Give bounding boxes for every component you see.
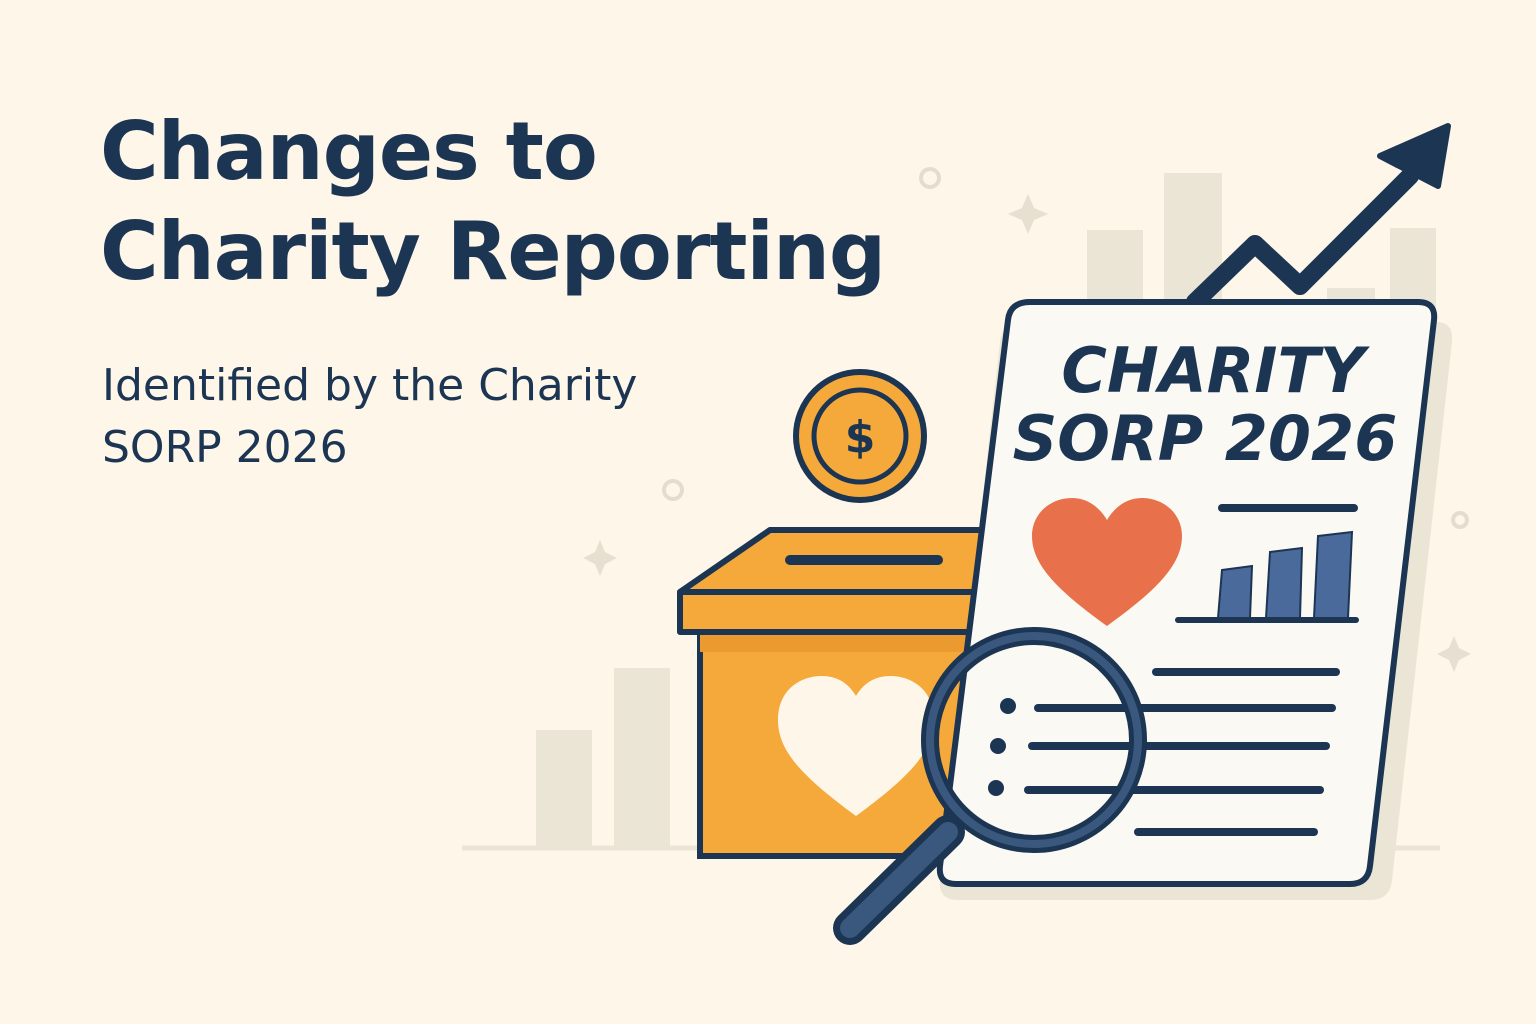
- coin-icon: $: [793, 369, 927, 503]
- bar-chart-icon: [1175, 530, 1359, 623]
- background-bar: [536, 730, 592, 848]
- background-bar: [614, 668, 670, 848]
- heart-icon: [1032, 498, 1182, 626]
- subtitle-line-1: Identified by the Charity: [102, 360, 638, 411]
- decor-circles: [662, 167, 1469, 529]
- report-document-icon: CHARITY SORP 2026: [936, 299, 1453, 900]
- heart-icon: [778, 676, 934, 816]
- headline-line-1: Changes to: [100, 105, 598, 198]
- headline: Changes to Charity Reporting: [100, 102, 886, 302]
- background-bars: [536, 173, 1436, 848]
- coin-symbol: $: [845, 412, 876, 463]
- bullet-points: [988, 698, 1016, 796]
- background-bar: [1390, 228, 1436, 310]
- trend-arrow-icon: [1186, 123, 1451, 311]
- document-title-line-2: SORP 2026: [1013, 402, 1398, 475]
- document-title-line-1: CHARITY: [1061, 334, 1370, 407]
- subtitle-line-2: SORP 2026: [102, 422, 348, 473]
- magnifying-glass-icon: [833, 627, 1147, 945]
- sparkle-icon: [583, 194, 1471, 672]
- headline-line-2: Charity Reporting: [100, 205, 886, 298]
- subtitle: Identified by the Charity SORP 2026: [102, 355, 637, 479]
- document-lines: [1024, 668, 1340, 836]
- background-bar: [1087, 230, 1143, 310]
